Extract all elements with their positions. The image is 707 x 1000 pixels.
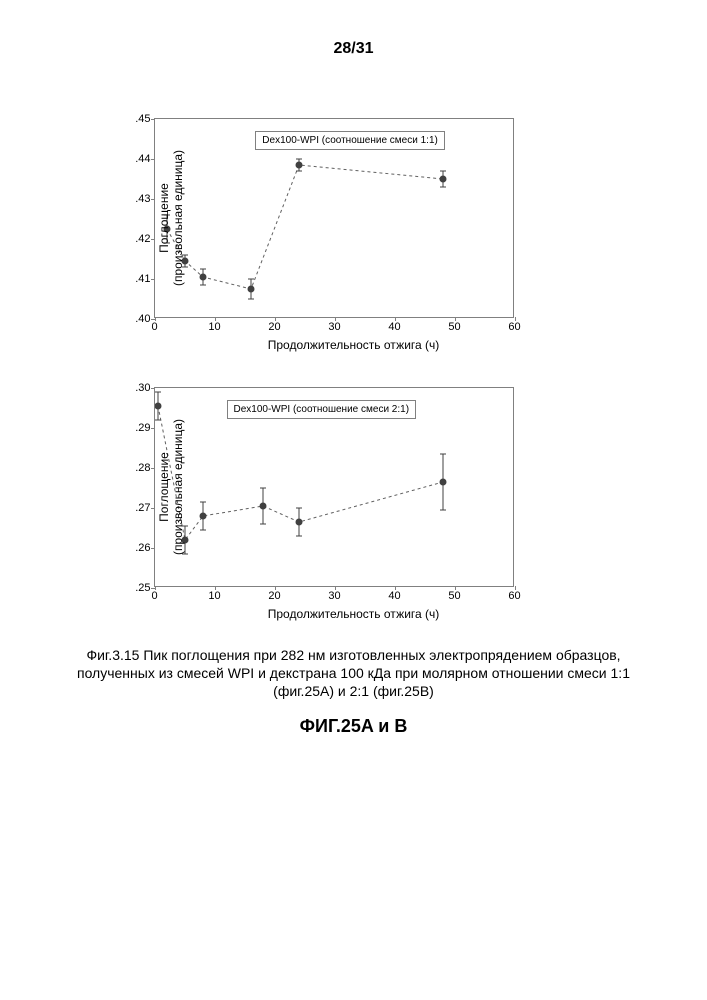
ytick: .42	[135, 233, 150, 245]
chart-a-legend: Dex100-WPI (соотношение смеси 1:1)	[255, 131, 445, 150]
ytick: .44	[135, 153, 150, 165]
ytick: .43	[135, 193, 150, 205]
chart-b-ylabel: Поглощение (произвольная единица)	[157, 419, 185, 555]
ytick: .41	[135, 273, 150, 285]
figure-label: ФИГ.25A и B	[0, 716, 707, 737]
xtick: 0	[151, 321, 157, 333]
ytick: .27	[135, 502, 150, 514]
chart-a: Dex100-WPI (соотношение смеси 1:1) Погло…	[154, 118, 514, 318]
ytick: .45	[135, 113, 150, 125]
chart-b: Dex100-WPI (соотношение смеси 2:1) Погло…	[154, 387, 514, 587]
ytick: .28	[135, 462, 150, 474]
xtick: 60	[508, 590, 520, 602]
chart-b-legend: Dex100-WPI (соотношение смеси 2:1)	[227, 400, 417, 419]
xtick: 20	[268, 590, 280, 602]
ytick: .25	[135, 582, 150, 594]
xtick: 20	[268, 321, 280, 333]
xtick: 50	[448, 321, 460, 333]
xtick: 10	[208, 590, 220, 602]
figure-caption: Фиг.3.15 Пик поглощения при 282 нм изгот…	[60, 646, 647, 701]
xtick: 50	[448, 590, 460, 602]
ytick: .40	[135, 313, 150, 325]
chart-b-xlabel: Продолжительность отжига (ч)	[154, 607, 554, 621]
xtick: 60	[508, 321, 520, 333]
xtick: 30	[328, 590, 340, 602]
chart-a-xlabel: Продолжительность отжига (ч)	[154, 338, 554, 352]
xtick: 40	[388, 590, 400, 602]
chart-b-container: Dex100-WPI (соотношение смеси 2:1) Погло…	[154, 387, 554, 621]
xtick: 30	[328, 321, 340, 333]
chart-a-ylabel: Поглощение (произвольная единица)	[157, 150, 185, 286]
ytick: .26	[135, 542, 150, 554]
page-number: 28/31	[0, 0, 707, 58]
xtick: 10	[208, 321, 220, 333]
ytick: .30	[135, 382, 150, 394]
xtick: 40	[388, 321, 400, 333]
xtick: 0	[151, 590, 157, 602]
chart-a-container: Dex100-WPI (соотношение смеси 1:1) Погло…	[154, 118, 554, 352]
ytick: .29	[135, 422, 150, 434]
